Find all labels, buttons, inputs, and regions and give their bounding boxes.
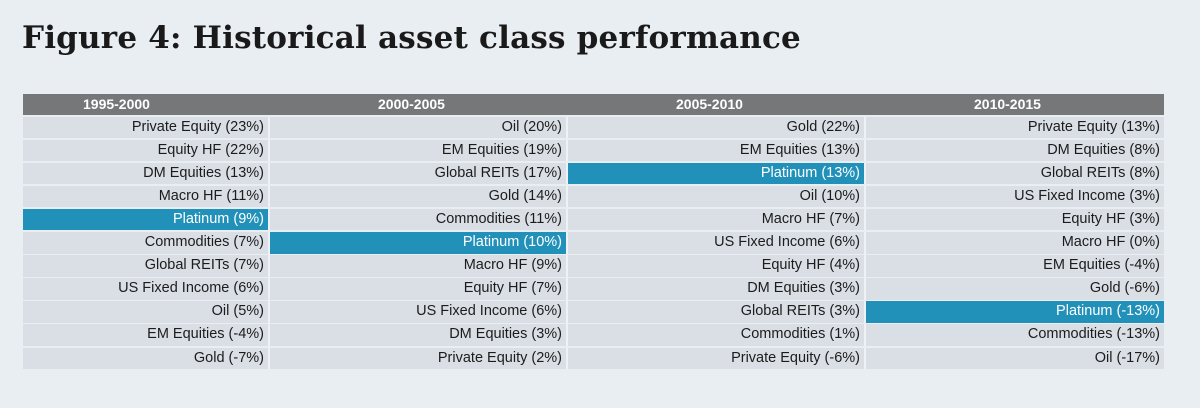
table-cell: EM Equities (-4%) bbox=[23, 324, 268, 346]
table-cell: Private Equity (-6%) bbox=[566, 347, 864, 370]
table-cell: Gold (-6%) bbox=[864, 278, 1164, 300]
highlighted-cell: Platinum (10%) bbox=[268, 232, 566, 254]
table-cell: Global REITs (8%) bbox=[864, 162, 1164, 185]
table-cell: US Fixed Income (3%) bbox=[864, 185, 1164, 208]
table-cell: Equity HF (7%) bbox=[268, 278, 566, 300]
highlighted-cell: Platinum (9%) bbox=[23, 208, 268, 231]
performance-table: 1995-2000 2000-2005 2005-2010 2010-2015 Priv… bbox=[23, 94, 1164, 370]
table-cell: Equity HF (22%) bbox=[23, 139, 268, 162]
table-cell: Oil (10%) bbox=[566, 185, 864, 208]
table-cell: Macro HF (11%) bbox=[23, 185, 268, 208]
table-cell: Macro HF (0%) bbox=[864, 232, 1164, 254]
table-cell: Oil (5%) bbox=[23, 301, 268, 323]
table-cell: Commodities (7%) bbox=[23, 232, 268, 254]
chart-title: Figure 4: Historical asset class perform… bbox=[22, 20, 801, 56]
table-cell: Equity HF (4%) bbox=[566, 255, 864, 277]
table-cell: Private Equity (23%) bbox=[23, 116, 268, 139]
table-cell: Commodities (1%) bbox=[566, 324, 864, 346]
table-cell: DM Equities (3%) bbox=[268, 324, 566, 346]
table-cell: DM Equities (13%) bbox=[23, 162, 268, 185]
table-cell: EM Equities (-4%) bbox=[864, 255, 1164, 277]
table-cell: Gold (14%) bbox=[268, 185, 566, 208]
table-cell: US Fixed Income (6%) bbox=[23, 278, 268, 300]
table-cell: Gold (22%) bbox=[566, 116, 864, 139]
table-cell: Oil (-17%) bbox=[864, 347, 1164, 370]
table-cell: Oil (20%) bbox=[268, 116, 566, 139]
table-cell: Gold (-7%) bbox=[23, 347, 268, 370]
table-cell: US Fixed Income (6%) bbox=[268, 301, 566, 323]
table-cell: Global REITs (7%) bbox=[23, 255, 268, 277]
table-cell: US Fixed Income (6%) bbox=[566, 232, 864, 254]
table-cell: EM Equities (19%) bbox=[268, 139, 566, 162]
table-cell: DM Equities (3%) bbox=[566, 278, 864, 300]
period-header: 2005-2010 bbox=[566, 94, 864, 115]
period-header: 2010-2015 bbox=[864, 94, 1164, 115]
highlighted-cell: Platinum (-13%) bbox=[864, 301, 1164, 323]
period-header: 2000-2005 bbox=[268, 94, 566, 115]
table-cell: Macro HF (7%) bbox=[566, 208, 864, 231]
table-cell: Macro HF (9%) bbox=[268, 255, 566, 277]
table-cell: Commodities (-13%) bbox=[864, 324, 1164, 346]
table-cell: Private Equity (13%) bbox=[864, 116, 1164, 139]
table-cell: Commodities (11%) bbox=[268, 208, 566, 231]
table-cell: Global REITs (3%) bbox=[566, 301, 864, 323]
period-header: 1995-2000 bbox=[23, 94, 268, 115]
table-cell: EM Equities (13%) bbox=[566, 139, 864, 162]
table-cell: Global REITs (17%) bbox=[268, 162, 566, 185]
table-cell: Equity HF (3%) bbox=[864, 208, 1164, 231]
table-cell: Private Equity (2%) bbox=[268, 347, 566, 370]
highlighted-cell: Platinum (13%) bbox=[566, 162, 864, 185]
table-cell: DM Equities (8%) bbox=[864, 139, 1164, 162]
